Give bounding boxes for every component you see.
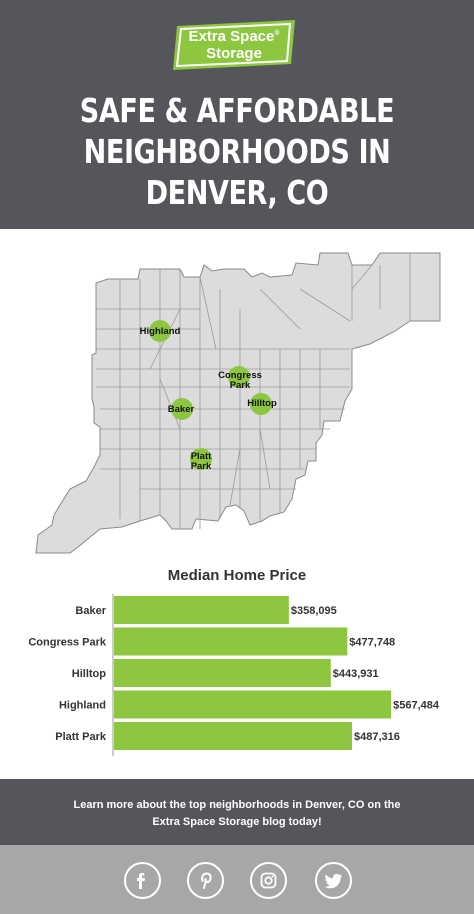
social-bar [0,845,474,914]
denver-map: Highland Congress Park Baker Hilltop Plat… [0,229,474,559]
headline-line-2: NEIGHBORHOODS IN [83,132,391,171]
pin-label-hilltop: Hilltop [247,398,277,409]
bar [114,596,289,624]
bar [114,659,331,687]
category-label: Baker [75,605,106,617]
bar [114,690,392,719]
page-title: SAFE & AFFORDABLE NEIGHBORHOODS IN DENVE… [43,90,432,213]
facebook-button[interactable] [124,862,161,899]
pin-platt-park [190,448,212,470]
data-label: $358,095 [291,605,337,617]
logo-line-1: Extra Space® [188,28,280,45]
data-label: $443,931 [333,668,379,680]
data-label: $567,484 [393,700,440,712]
instagram-icon [260,872,277,889]
headline-line-3: DENVER, CO [145,173,329,212]
denver-neighborhood-map [35,252,441,554]
header-banner: Extra Space® Storage SAFE & AFFORDABLE N… [0,0,474,229]
twitter-icon [324,873,342,889]
category-label: Congress Park [28,637,107,649]
data-label: $487,316 [354,731,400,743]
category-label: Hilltop [72,668,106,680]
headline-line-1: SAFE & AFFORDABLE [79,91,395,130]
footer-line-2: Extra Space Storage blog today! [152,816,322,828]
facebook-icon [137,873,145,889]
twitter-button[interactable] [315,862,352,899]
footer-text[interactable]: Learn more about the top neighborhoods i… [40,797,434,831]
logo-badge-shape [173,20,295,70]
city-boundary [35,252,441,554]
pin-label-platt-park: Platt Park [190,451,212,472]
bar [114,627,348,656]
footer-cta: Learn more about the top neighborhoods i… [0,779,474,845]
pinterest-button[interactable] [187,862,224,899]
category-label: Platt Park [55,731,107,743]
footer-line-1: Learn more about the top neighborhoods i… [73,799,401,811]
category-label: Highland [59,700,106,712]
pinterest-icon [201,872,212,889]
data-label: $477,748 [349,637,395,649]
logo-line-2: Storage [206,45,262,62]
median-price-bar-chart: Baker $358,095 Congress Park $477,748 Hillto… [28,594,440,756]
pin-congress-park [228,366,250,388]
pin-baker [171,398,193,420]
pin-label-highland: Highland [139,326,181,337]
pin-highland [149,320,171,342]
extra-space-storage-logo[interactable]: Extra Space® Storage [171,20,297,70]
pin-hilltop [250,393,272,415]
chart-title: Median Home Price [167,567,307,584]
pin-label-congress-park: Congress Park [218,370,262,391]
instagram-button[interactable] [250,862,287,899]
bar [114,722,352,750]
pin-label-baker: Baker [167,404,195,415]
